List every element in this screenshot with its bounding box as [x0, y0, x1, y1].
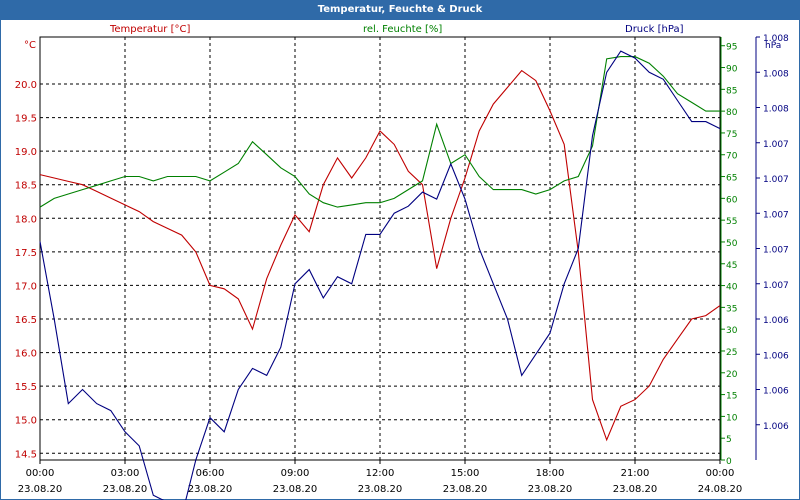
humidity-tick-label: 15	[726, 392, 737, 402]
x-tick-time-label: 03:00	[111, 468, 140, 479]
chart-title: Temperatur, Feuchte & Druck	[0, 0, 800, 19]
temperature-tick-label: 20.0	[15, 80, 37, 91]
temperature-unit-label: °C	[24, 40, 36, 51]
humidity-tick-label: 85	[726, 86, 737, 96]
x-tick-date-label: 24.08.20	[698, 484, 743, 495]
pressure-tick-label: 1.008	[763, 34, 789, 44]
temperature-tick-label: 17.5	[15, 248, 37, 259]
x-tick-date-label: 23.08.20	[18, 484, 63, 495]
humidity-tick-label: 5	[726, 435, 732, 445]
humidity-series-line	[39, 56, 720, 208]
temperature-tick-label: 19.0	[15, 147, 37, 158]
pressure-unit-label: hPa	[765, 41, 781, 51]
pressure-tick-label: 1.007	[763, 281, 789, 291]
x-tick-time-label: 09:00	[281, 468, 310, 479]
humidity-tick-label: 30	[726, 326, 738, 336]
temperature-tick-label: 15.5	[15, 382, 37, 393]
humidity-tick-label: 45	[726, 261, 737, 271]
x-tick-date-label: 23.08.20	[188, 484, 233, 495]
humidity-tick-label: 60	[726, 195, 738, 205]
humidity-tick-label: 75	[726, 130, 737, 140]
x-tick-time-label: 00:00	[26, 468, 55, 479]
humidity-tick-label: 70	[726, 152, 738, 162]
temperature-tick-label: 18.5	[15, 181, 37, 192]
pressure-tick-label: 1.006	[763, 422, 789, 432]
pressure-tick-label: 1.006	[763, 387, 789, 397]
pressure-tick-label: 1.007	[763, 210, 789, 220]
humidity-tick-label: 0	[726, 457, 732, 467]
pressure-series-line	[39, 50, 721, 500]
pressure-tick-label: 1.007	[763, 175, 789, 185]
x-tick-date-label: 23.08.20	[273, 484, 318, 495]
temperature-tick-label: 16.0	[15, 349, 37, 360]
humidity-tick-label: 50	[726, 239, 738, 249]
x-tick-time-label: 00:00	[706, 468, 735, 479]
humidity-tick-label: 95	[726, 43, 737, 53]
temperature-tick-label: 15.0	[15, 416, 37, 427]
humidity-tick-label: 90	[726, 65, 738, 75]
x-tick-date-label: 23.08.20	[103, 484, 148, 495]
x-tick-time-label: 21:00	[621, 468, 650, 479]
humidity-tick-label: 65	[726, 174, 737, 184]
temperature-tick-label: 18.0	[15, 214, 37, 225]
humidity-tick-label: 35	[726, 304, 737, 314]
temperature-axis-label: Temperatur [°C]	[110, 24, 191, 35]
humidity-tick-label: 55	[726, 217, 737, 227]
x-tick-date-label: 23.08.20	[443, 484, 488, 495]
humidity-tick-label: 25	[726, 348, 737, 358]
pressure-axis-label: Druck [hPa]	[625, 24, 684, 35]
pressure-tick-label: 1.008	[763, 105, 789, 115]
humidity-tick-label: 20	[726, 370, 738, 380]
pressure-tick-label: 1.006	[763, 316, 789, 326]
humidity-tick-label: 10	[726, 413, 738, 423]
x-tick-date-label: 23.08.20	[613, 484, 658, 495]
pressure-tick-label: 1.007	[763, 140, 789, 150]
x-tick-time-label: 06:00	[196, 468, 225, 479]
x-tick-time-label: 12:00	[366, 468, 395, 479]
humidity-tick-label: 40	[726, 283, 738, 293]
x-tick-date-label: 23.08.20	[528, 484, 573, 495]
humidity-axis-label: rel. Feuchte [%]	[363, 24, 443, 35]
humidity-tick-label: 80	[726, 108, 738, 118]
x-tick-date-label: 23.08.20	[358, 484, 403, 495]
temperature-tick-label: 17.0	[15, 281, 37, 292]
temperature-series-line	[39, 69, 721, 442]
temperature-tick-label: 19.5	[15, 114, 37, 125]
temperature-tick-label: 14.5	[15, 449, 37, 460]
pressure-tick-label: 1.006	[763, 351, 789, 361]
x-tick-time-label: 15:00	[451, 468, 480, 479]
temperature-tick-label: 16.5	[15, 315, 37, 326]
pressure-tick-label: 1.007	[763, 246, 789, 256]
x-tick-time-label: 18:00	[536, 468, 565, 479]
pressure-tick-label: 1.008	[763, 69, 789, 79]
